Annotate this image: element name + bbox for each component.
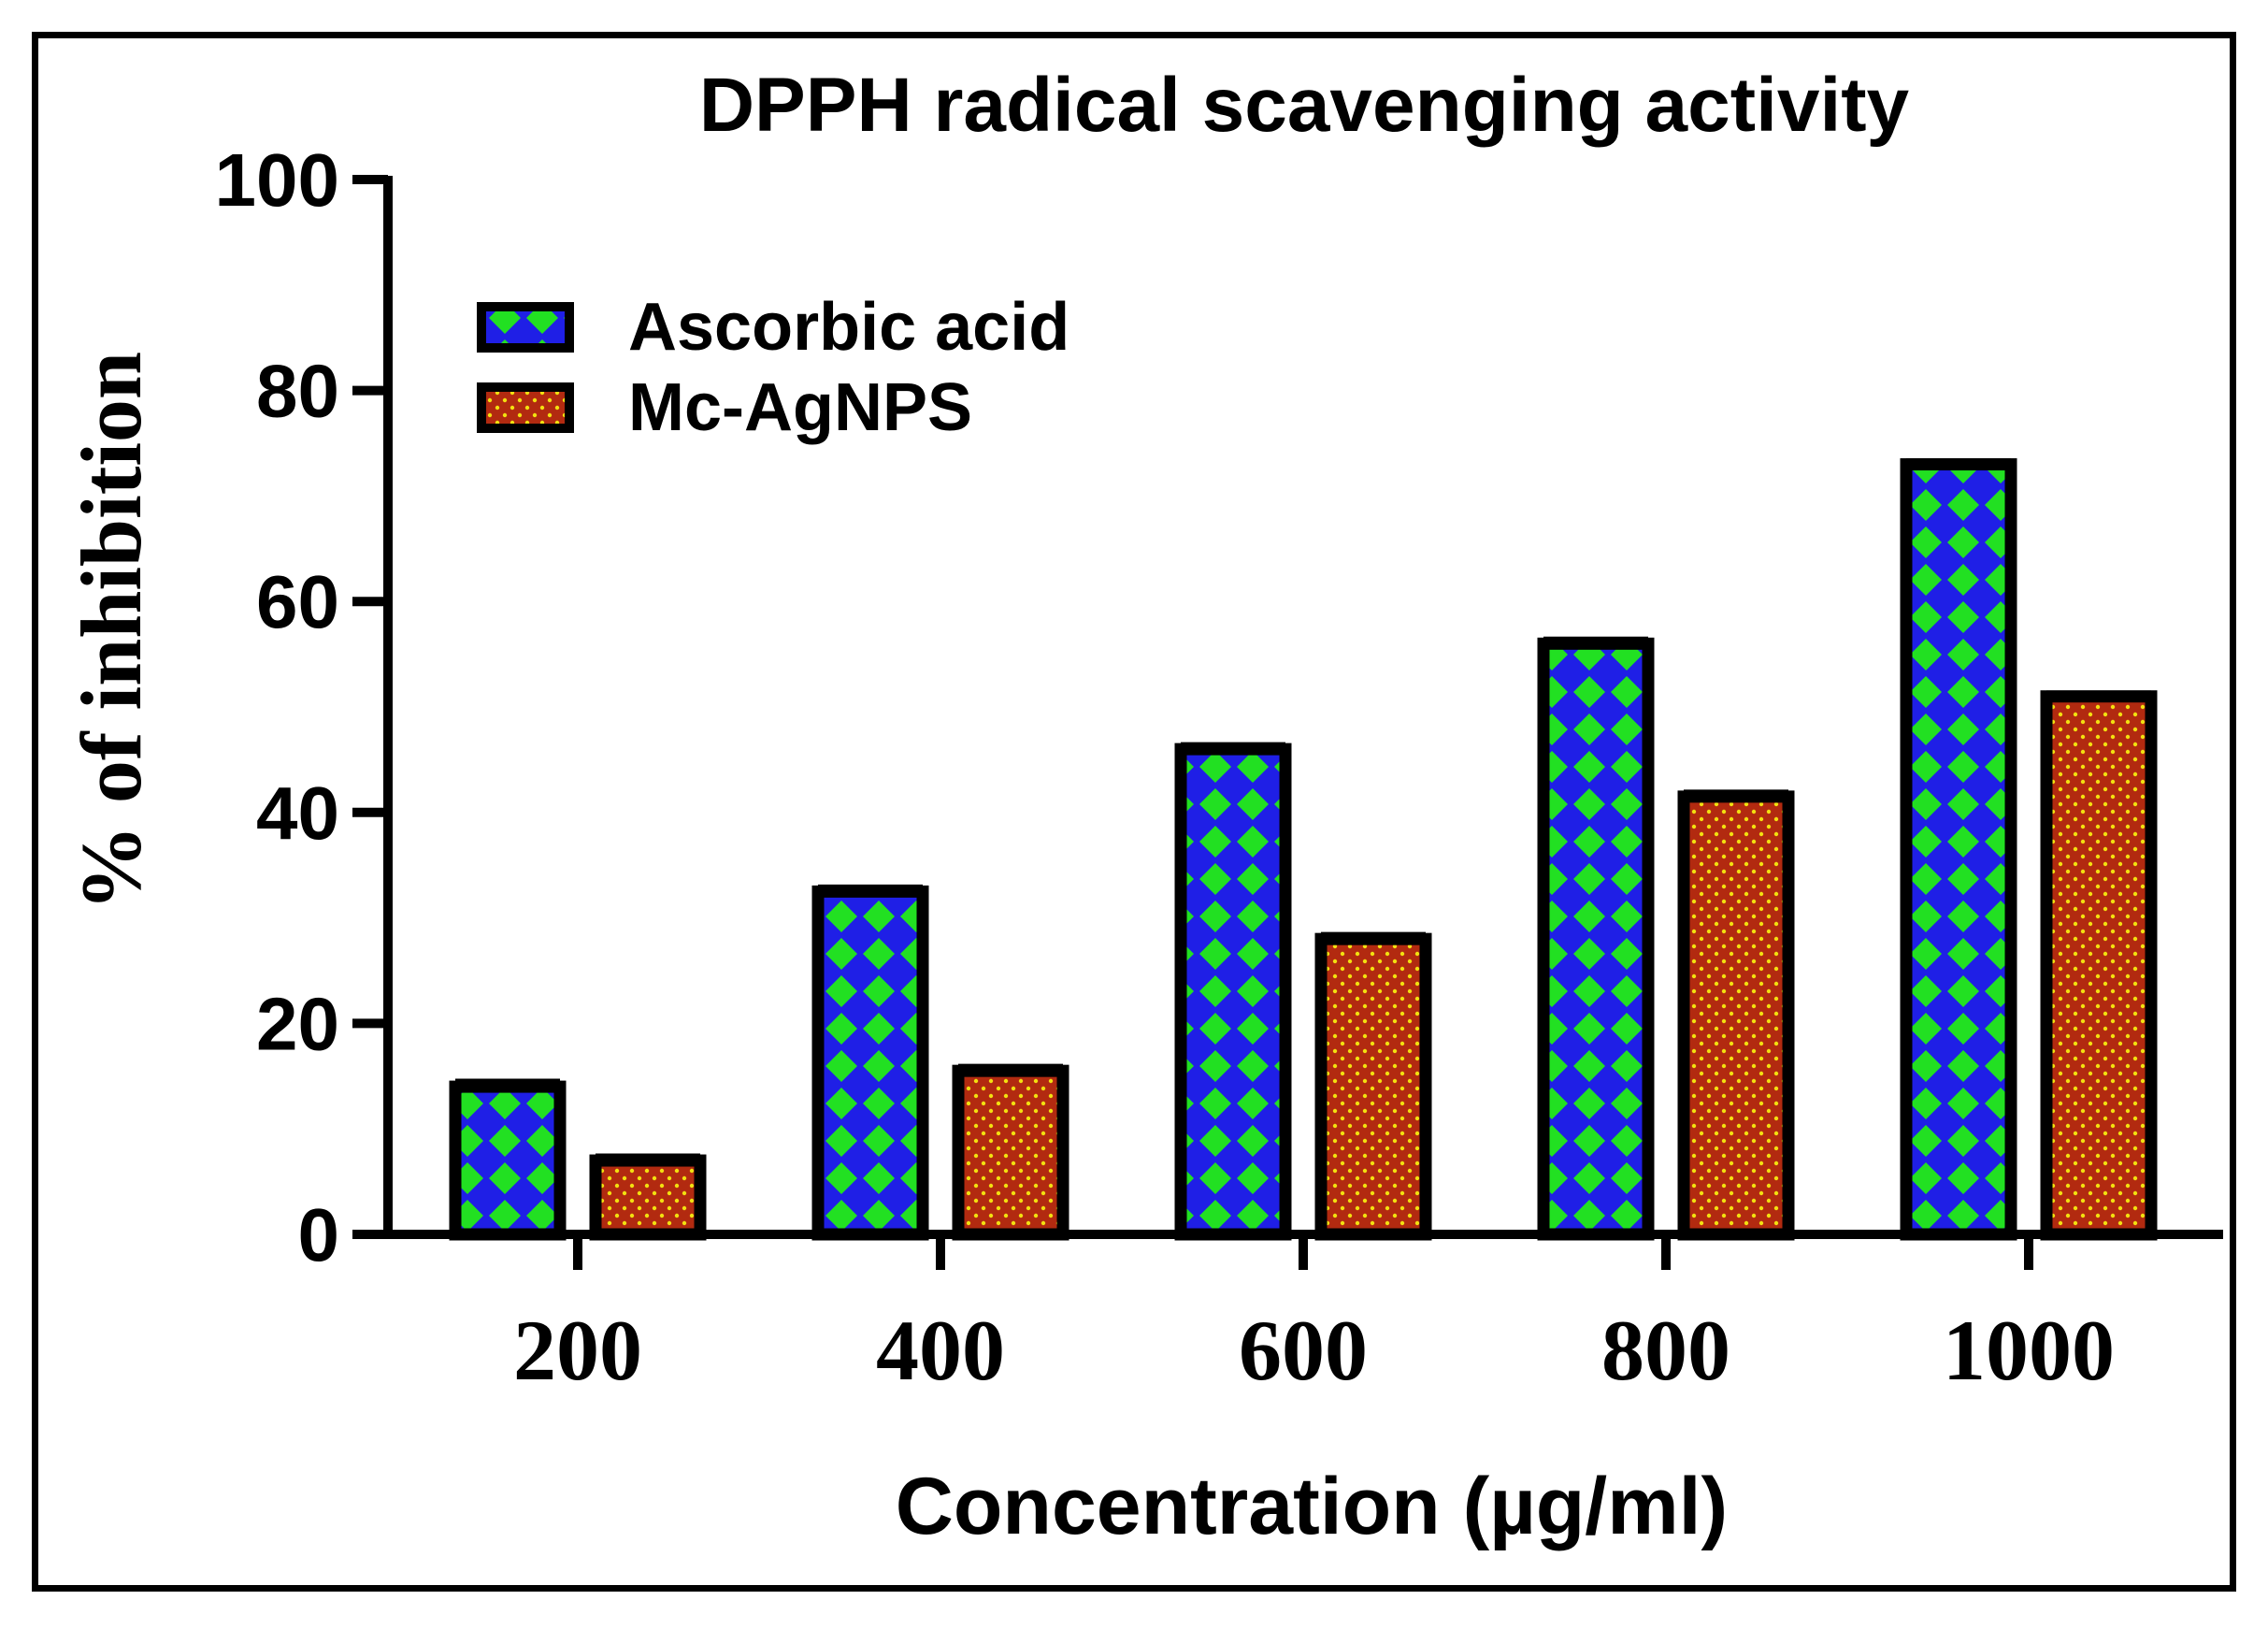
y-axis-label: % of inhibition bbox=[64, 352, 159, 911]
bars bbox=[449, 458, 2158, 1241]
y-tick-label: 60 bbox=[256, 560, 339, 643]
bar-ascorbic-acid-200 bbox=[449, 1080, 567, 1241]
x-tick-label: 800 bbox=[1601, 1303, 1730, 1398]
bar-mc-agnps-600 bbox=[1314, 932, 1432, 1241]
x-axis-label: Concentration (µg/ml) bbox=[896, 1462, 1728, 1551]
x-tick-label: 1000 bbox=[1943, 1303, 2115, 1398]
chart-title: DPPH radical scavenging activity bbox=[699, 63, 1910, 148]
y-axis: 0 20 40 60 80 100 bbox=[215, 138, 393, 1276]
x-tick-label: 200 bbox=[513, 1303, 642, 1398]
legend-swatch-ascorbic-acid bbox=[477, 302, 574, 353]
x-axis: 200 400 600 800 1000 bbox=[383, 1230, 2223, 1398]
bar-ascorbic-acid-1000 bbox=[1900, 458, 2017, 1241]
bar-ascorbic-acid-600 bbox=[1174, 742, 1292, 1241]
bar-ascorbic-acid-400 bbox=[811, 885, 929, 1241]
y-tick-label: 20 bbox=[256, 982, 339, 1065]
bar-mc-agnps-200 bbox=[589, 1154, 707, 1241]
y-tick-label: 80 bbox=[256, 350, 339, 433]
chart-frame bbox=[32, 32, 2236, 1592]
bar-mc-agnps-1000 bbox=[2040, 690, 2158, 1241]
x-tick-label: 600 bbox=[1239, 1303, 1368, 1398]
legend-label-mc-agnps: Mc-AgNPS bbox=[628, 370, 972, 445]
legend-label-ascorbic-acid: Ascorbic acid bbox=[628, 290, 1069, 365]
legend: Ascorbic acid Mc-AgNPS bbox=[477, 290, 1069, 445]
y-tick-label: 0 bbox=[298, 1193, 340, 1276]
bar-mc-agnps-800 bbox=[1677, 790, 1795, 1241]
y-tick-label: 40 bbox=[256, 771, 339, 855]
legend-swatch-mc-agnps bbox=[477, 382, 574, 433]
bar-ascorbic-acid-800 bbox=[1537, 637, 1655, 1241]
x-tick-label: 400 bbox=[876, 1303, 1005, 1398]
bar-mc-agnps-400 bbox=[952, 1064, 1069, 1241]
y-tick-label: 100 bbox=[215, 138, 339, 222]
